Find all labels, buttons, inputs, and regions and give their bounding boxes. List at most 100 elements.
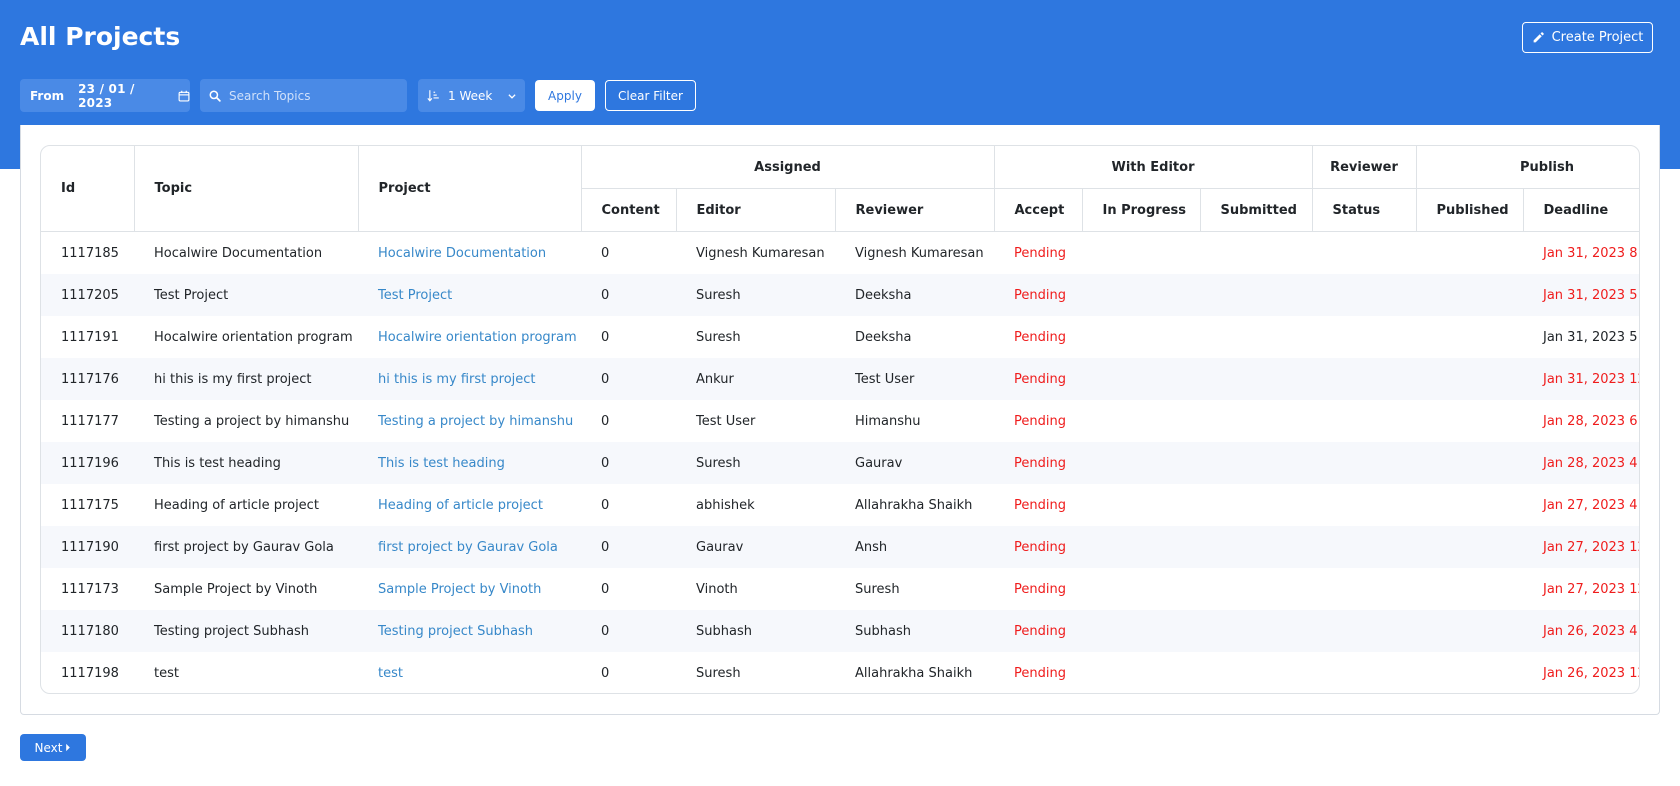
cell-content: 0 bbox=[601, 497, 610, 513]
cell-content: 0 bbox=[601, 329, 610, 345]
cell-in-progress bbox=[1082, 484, 1200, 526]
cell-project-link: Testing a project by himanshu bbox=[358, 400, 581, 442]
col-header-in-progress[interactable]: In Progress bbox=[1082, 188, 1201, 232]
cell-id: 1117176 bbox=[41, 358, 134, 400]
cell-submitted bbox=[1200, 442, 1312, 484]
cell-deadline: Jan 27, 2023 4:3 bbox=[1543, 497, 1640, 513]
cell-submitted bbox=[1200, 316, 1312, 358]
col-header-content[interactable]: Content bbox=[581, 188, 677, 232]
cell-accept-status: Pending bbox=[994, 610, 1082, 652]
cell-editor: Test User bbox=[696, 413, 756, 429]
cell-topic: Hocalwire orientation program bbox=[154, 329, 353, 345]
cell-accept-status: Pending bbox=[994, 526, 1082, 568]
table-row[interactable]: 1117191 Hocalwire orientation program Hoca… bbox=[41, 316, 1640, 358]
col-header-submitted[interactable]: Submitted bbox=[1200, 188, 1313, 232]
cell-editor: abhishek bbox=[696, 497, 755, 513]
cell-in-progress bbox=[1082, 526, 1200, 568]
cell-id: 1117191 bbox=[61, 329, 119, 345]
pencil-icon bbox=[1532, 31, 1545, 44]
col-header-reviewer[interactable]: Reviewer bbox=[835, 188, 995, 232]
project-link[interactable]: Sample Project by Vinoth bbox=[378, 581, 542, 597]
cell-content: 0 bbox=[581, 442, 676, 484]
cell-reviewer: Allahrakha Shaikh bbox=[855, 497, 973, 513]
col-header-editor[interactable]: Editor bbox=[676, 188, 836, 232]
cell-content: 0 bbox=[581, 274, 676, 316]
cell-content: 0 bbox=[581, 358, 676, 400]
cell-editor: Suresh bbox=[696, 329, 741, 345]
cell-id: 1117205 bbox=[41, 274, 134, 316]
project-link[interactable]: This is test heading bbox=[378, 455, 505, 471]
cell-reviewer-status bbox=[1312, 274, 1416, 316]
from-date-value[interactable]: 23 / 01 / 2023 bbox=[78, 81, 135, 110]
table-row[interactable]: 1117196 This is test heading This is test … bbox=[41, 442, 1639, 484]
cell-deadline: Jan 26, 2023 12 bbox=[1543, 665, 1640, 681]
table-row[interactable]: 1117190 first project by Gaurav Gola first… bbox=[41, 526, 1639, 568]
cell-editor: Vignesh Kumaresan bbox=[696, 245, 825, 261]
cell-content: 0 bbox=[601, 581, 610, 597]
cell-content: 0 bbox=[601, 413, 610, 429]
search-input[interactable] bbox=[227, 87, 401, 104]
create-project-button[interactable]: Create Project bbox=[1522, 22, 1653, 53]
table-row[interactable]: 1117175 Heading of article project Heading… bbox=[41, 484, 1640, 526]
col-header-accept[interactable]: Accept bbox=[994, 188, 1083, 232]
project-link[interactable]: Hocalwire orientation program bbox=[378, 329, 577, 345]
next-page-button[interactable]: Next bbox=[20, 734, 86, 761]
col-header-project[interactable]: Project bbox=[358, 146, 582, 232]
project-link[interactable]: Hocalwire Documentation bbox=[378, 245, 547, 261]
apply-button[interactable]: Apply bbox=[535, 80, 595, 111]
col-header-status[interactable]: Status bbox=[1312, 188, 1417, 232]
table-row[interactable]: 1117185 Hocalwire Documentation Hocalwire … bbox=[41, 232, 1639, 275]
cell-editor: Subhash bbox=[676, 610, 835, 652]
cell-in-progress bbox=[1082, 568, 1200, 610]
group-header-reviewer: Reviewer bbox=[1312, 146, 1417, 189]
cell-reviewer: Subhash bbox=[835, 610, 994, 652]
cell-in-progress bbox=[1082, 652, 1200, 693]
col-header-id[interactable]: Id bbox=[41, 146, 135, 232]
cell-editor: Ankur bbox=[676, 358, 835, 400]
cell-in-progress bbox=[1082, 442, 1200, 484]
cell-project-link: This is test heading bbox=[358, 442, 581, 484]
table-row[interactable]: 1117177 Testing a project by himanshu Test… bbox=[41, 400, 1639, 442]
cell-published bbox=[1416, 526, 1523, 568]
cell-submitted bbox=[1200, 274, 1312, 316]
range-select[interactable]: 1 Week bbox=[418, 79, 525, 112]
project-link[interactable]: test bbox=[378, 665, 403, 681]
project-link[interactable]: Testing project Subhash bbox=[378, 623, 534, 639]
col-header-deadline[interactable]: Deadline bbox=[1523, 188, 1639, 232]
table-row[interactable]: 1117176 hi this is my first project hi thi… bbox=[41, 358, 1639, 400]
clear-filter-button[interactable]: Clear Filter bbox=[605, 80, 696, 111]
cell-deadline: Jan 28, 2023 4:3 bbox=[1523, 442, 1639, 484]
cell-published bbox=[1416, 358, 1523, 400]
cell-project-link: Hocalwire Documentation bbox=[358, 232, 581, 275]
cell-content: 0 bbox=[601, 665, 610, 681]
table-row[interactable]: 1117173 Sample Project by Vinoth Sample Pr… bbox=[41, 568, 1639, 610]
cell-content: 0 bbox=[601, 245, 610, 261]
cell-reviewer-status bbox=[1312, 652, 1416, 693]
cell-reviewer: Deeksha bbox=[835, 274, 994, 316]
cell-reviewer-status bbox=[1312, 232, 1416, 275]
cell-accept-status: Pending bbox=[1014, 497, 1066, 513]
col-header-published[interactable]: Published bbox=[1416, 188, 1524, 232]
table-row[interactable]: 1117180 Testing project Subhash Testing pr… bbox=[41, 610, 1639, 652]
project-link[interactable]: hi this is my first project bbox=[378, 371, 536, 387]
project-link[interactable]: Testing a project by himanshu bbox=[378, 413, 574, 429]
calendar-icon[interactable] bbox=[178, 90, 190, 102]
cell-id: 1117190 bbox=[41, 526, 134, 568]
cell-submitted bbox=[1200, 526, 1312, 568]
col-header-topic[interactable]: Topic bbox=[134, 146, 359, 232]
cell-editor: Suresh bbox=[696, 665, 741, 681]
project-link[interactable]: first project by Gaurav Gola bbox=[378, 539, 558, 555]
cell-accept-status: Pending bbox=[994, 358, 1082, 400]
project-link[interactable]: Test Project bbox=[378, 287, 453, 303]
project-link[interactable]: Heading of article project bbox=[378, 497, 543, 513]
cell-published bbox=[1416, 274, 1523, 316]
table-row[interactable]: 1117205 Test Project Test Project 0 Suresh De… bbox=[41, 274, 1639, 316]
search-field[interactable] bbox=[200, 79, 407, 112]
cell-accept-status: Pending bbox=[994, 442, 1082, 484]
table-row[interactable]: 1117198 test test 0 Suresh Allahrakha Shaikh P… bbox=[41, 652, 1640, 693]
cell-in-progress bbox=[1082, 316, 1200, 358]
caret-right-icon bbox=[65, 743, 71, 752]
from-date-field[interactable]: From 23 / 01 / 2023 bbox=[20, 79, 190, 112]
cell-deadline: Jan 31, 2023 5:3 bbox=[1543, 329, 1640, 345]
cell-submitted bbox=[1200, 610, 1312, 652]
